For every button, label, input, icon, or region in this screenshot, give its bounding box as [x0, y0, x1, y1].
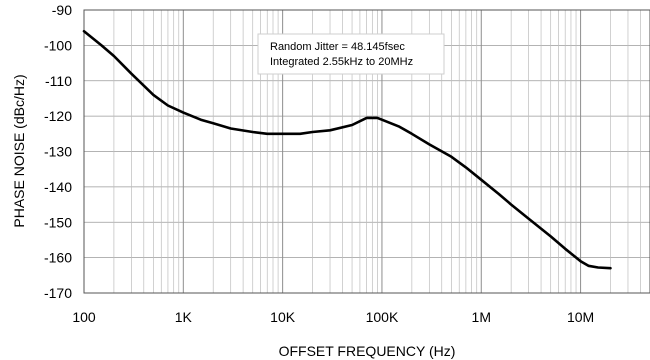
annotation-line-2: Integrated 2.55kHz to 20MHz: [270, 56, 413, 68]
annotation-frame: [257, 33, 445, 75]
plot-frame: [83, 9, 650, 294]
y-axis-label: PHASE NOISE (dBc/Hz): [11, 74, 27, 227]
x-tick-label: 10M: [567, 309, 594, 325]
x-tick-label: 100K: [366, 309, 399, 325]
y-tick-label: -140: [44, 179, 72, 195]
x-tick-label: 10K: [270, 309, 296, 325]
y-tick-label: -170: [44, 285, 72, 301]
y-tick-label: -90: [52, 2, 72, 18]
x-tick-label: 100: [72, 309, 96, 325]
annotation-line-1: Random Jitter = 48.145fsec: [270, 41, 405, 53]
grid-lines: [83, 9, 650, 294]
x-axis-label: OFFSET FREQUENCY (Hz): [279, 343, 456, 359]
y-tick-label: -100: [44, 37, 72, 53]
y-tick-label: -110: [45, 73, 72, 89]
annotation-box: Random Jitter = 48.145fsec Integrated 2.…: [257, 33, 445, 75]
y-tick-labels: -90 -100 -110 -120 -130 -140 -150 -160 -170: [44, 2, 72, 301]
y-tick-label: -150: [44, 214, 72, 230]
y-tick-label: -130: [44, 144, 72, 160]
y-tick-label: -160: [44, 250, 72, 266]
x-tick-label: 1M: [472, 309, 491, 325]
series-layer: [82, 29, 612, 270]
x-tick-label: 1K: [175, 309, 193, 325]
y-tick-label: -120: [44, 108, 72, 124]
phase-noise-series-line: [82, 29, 612, 270]
x-tick-labels: 100 1K 10K 100K 1M 10M: [72, 309, 594, 325]
